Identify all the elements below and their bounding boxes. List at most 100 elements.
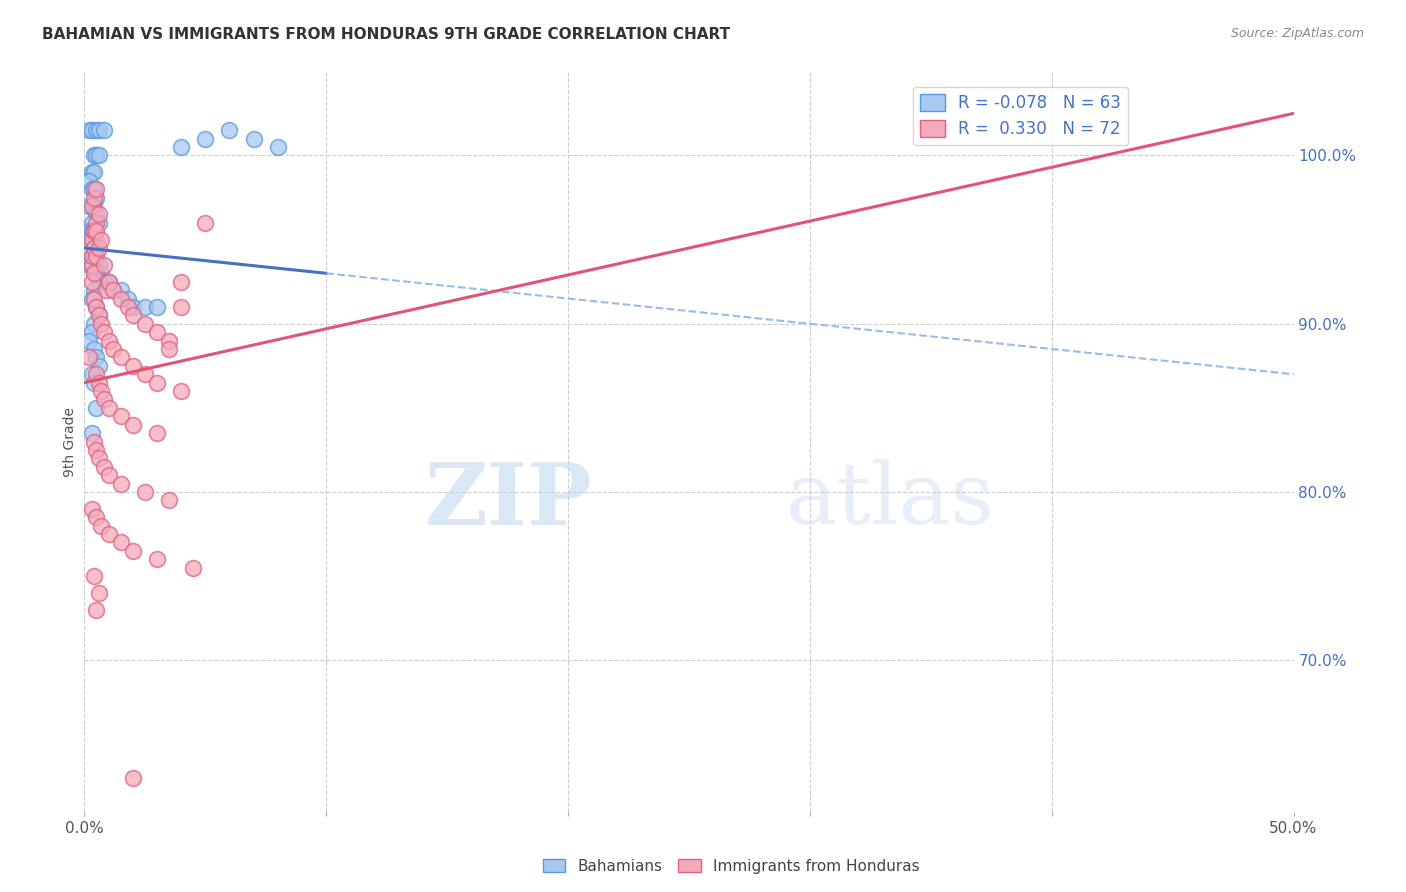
Point [83, 199, 105, 213]
Point [83, 165, 105, 179]
Point [86, 300, 108, 314]
Point [97, 401, 120, 415]
Point [87, 148, 110, 162]
Point [121, 417, 143, 432]
Point [83, 342, 105, 356]
Point [86, 148, 108, 162]
Point [86, 233, 108, 247]
Point [90, 317, 112, 331]
Point [77, 123, 100, 137]
Point [80, 292, 103, 306]
Point [77, 233, 100, 247]
Point [80, 258, 103, 272]
Point [242, 131, 264, 145]
Point [77, 224, 100, 238]
Point [87, 207, 110, 221]
Point [134, 317, 156, 331]
Point [103, 342, 125, 356]
Point [146, 300, 169, 314]
Point [90, 384, 112, 398]
Point [80, 250, 103, 264]
Point [146, 552, 169, 566]
Point [87, 309, 110, 323]
Point [121, 771, 143, 785]
Point [87, 216, 110, 230]
Point [93, 325, 115, 339]
Point [110, 292, 132, 306]
Point [86, 190, 108, 204]
Point [83, 434, 105, 449]
Point [87, 359, 110, 373]
Point [83, 250, 105, 264]
Point [80, 224, 103, 238]
Point [87, 258, 110, 272]
Text: ZIP: ZIP [425, 458, 592, 542]
Point [93, 459, 115, 474]
Point [83, 292, 105, 306]
Y-axis label: 9th Grade: 9th Grade [63, 407, 77, 476]
Point [110, 409, 132, 424]
Point [83, 241, 105, 255]
Point [86, 250, 108, 264]
Text: atlas: atlas [786, 459, 995, 542]
Point [157, 334, 180, 348]
Point [117, 292, 139, 306]
Point [86, 266, 108, 280]
Point [93, 123, 115, 137]
Point [170, 140, 193, 154]
Point [77, 351, 100, 365]
Point [77, 258, 100, 272]
Point [86, 442, 108, 457]
Point [121, 544, 143, 558]
Point [97, 468, 120, 483]
Point [86, 182, 108, 196]
Point [80, 165, 103, 179]
Point [121, 309, 143, 323]
Point [77, 199, 100, 213]
Point [87, 123, 110, 137]
Point [181, 560, 204, 574]
Point [86, 216, 108, 230]
Point [134, 300, 156, 314]
Point [87, 309, 110, 323]
Point [87, 451, 110, 466]
Point [90, 518, 112, 533]
Point [87, 586, 110, 600]
Point [170, 275, 193, 289]
Point [80, 199, 103, 213]
Point [86, 300, 108, 314]
Text: BAHAMIAN VS IMMIGRANTS FROM HONDURAS 9TH GRADE CORRELATION CHART: BAHAMIAN VS IMMIGRANTS FROM HONDURAS 9TH… [42, 27, 730, 42]
Point [87, 241, 110, 255]
Point [80, 233, 103, 247]
Point [83, 148, 105, 162]
Point [97, 334, 120, 348]
Point [86, 603, 108, 617]
Point [170, 384, 193, 398]
Point [86, 351, 108, 365]
Point [90, 233, 112, 247]
Point [83, 224, 105, 238]
Point [110, 476, 132, 491]
Point [77, 334, 100, 348]
Point [267, 140, 290, 154]
Point [194, 131, 217, 145]
Point [80, 501, 103, 516]
Point [103, 283, 125, 297]
Point [86, 224, 108, 238]
Point [94, 283, 117, 297]
Point [80, 325, 103, 339]
Point [83, 241, 105, 255]
Point [157, 342, 180, 356]
Point [83, 569, 105, 583]
Text: Source: ZipAtlas.com: Source: ZipAtlas.com [1230, 27, 1364, 40]
Point [87, 275, 110, 289]
Point [80, 368, 103, 382]
Point [86, 368, 108, 382]
Legend: R = -0.078   N = 63, R =  0.330   N = 72: R = -0.078 N = 63, R = 0.330 N = 72 [914, 87, 1128, 145]
Point [86, 266, 108, 280]
Point [110, 535, 132, 549]
Point [146, 376, 169, 390]
Legend: Bahamians, Immigrants from Honduras: Bahamians, Immigrants from Honduras [537, 853, 925, 880]
Point [83, 283, 105, 297]
Point [83, 182, 105, 196]
